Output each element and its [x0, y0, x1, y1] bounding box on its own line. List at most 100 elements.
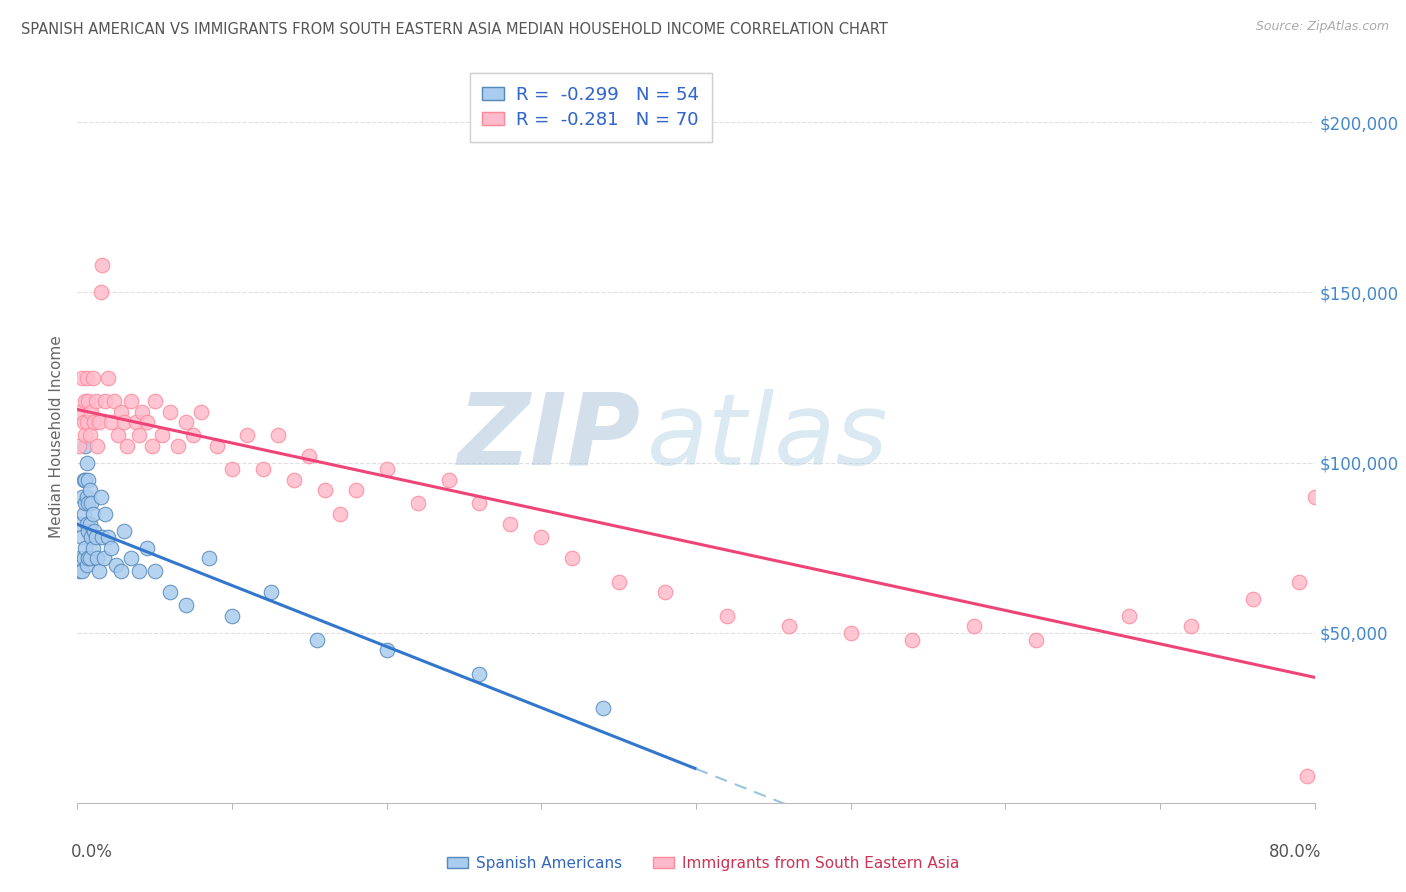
Point — [143, 394, 166, 409]
Point — [125, 415, 148, 429]
Point — [1118, 608, 1140, 623]
Point — [75, 394, 96, 409]
Point — [1296, 768, 1319, 782]
Point — [107, 428, 129, 442]
Point — [110, 565, 132, 579]
Point — [67, 565, 90, 579]
Point — [75, 428, 96, 442]
Point — [80, 496, 103, 510]
Point — [221, 608, 243, 623]
Text: 0.0%: 0.0% — [72, 843, 112, 861]
Point — [205, 439, 228, 453]
Point — [314, 483, 336, 497]
Point — [91, 531, 114, 545]
Point — [67, 439, 90, 453]
Point — [86, 439, 108, 453]
Point — [97, 370, 120, 384]
Point — [592, 700, 614, 714]
Point — [159, 404, 181, 418]
Point — [252, 462, 274, 476]
Point — [778, 619, 800, 633]
Point — [183, 428, 205, 442]
Point — [79, 516, 101, 531]
Point — [75, 473, 96, 487]
Point — [87, 565, 110, 579]
Point — [70, 490, 93, 504]
Point — [77, 394, 100, 409]
Point — [79, 550, 101, 565]
Point — [76, 370, 98, 384]
Point — [128, 428, 150, 442]
Point — [105, 558, 128, 572]
Point — [77, 524, 100, 538]
Point — [344, 483, 367, 497]
Point — [77, 496, 100, 510]
Point — [468, 496, 491, 510]
Text: atlas: atlas — [647, 389, 889, 485]
Point — [121, 394, 143, 409]
Point — [80, 531, 103, 545]
Point — [87, 415, 110, 429]
Text: SPANISH AMERICAN VS IMMIGRANTS FROM SOUTH EASTERN ASIA MEDIAN HOUSEHOLD INCOME C: SPANISH AMERICAN VS IMMIGRANTS FROM SOUT… — [21, 22, 889, 37]
Point — [84, 394, 107, 409]
Text: 80.0%: 80.0% — [1268, 843, 1320, 861]
Point — [70, 565, 93, 579]
Legend: R =  -0.299   N = 54, R =  -0.281   N = 70: R = -0.299 N = 54, R = -0.281 N = 70 — [470, 73, 711, 142]
Point — [79, 483, 101, 497]
Point — [76, 415, 98, 429]
Text: Source: ZipAtlas.com: Source: ZipAtlas.com — [1256, 20, 1389, 33]
Point — [100, 415, 122, 429]
Point — [499, 516, 522, 531]
Text: ZIP: ZIP — [457, 389, 640, 485]
Point — [131, 404, 153, 418]
Point — [136, 415, 159, 429]
Point — [236, 428, 259, 442]
Point — [406, 496, 429, 510]
Point — [84, 531, 107, 545]
Point — [77, 473, 100, 487]
Point — [174, 599, 197, 613]
Point — [93, 550, 115, 565]
Point — [437, 473, 460, 487]
Point — [70, 370, 93, 384]
Point — [1241, 591, 1264, 606]
Point — [1288, 574, 1310, 589]
Point — [91, 258, 114, 272]
Point — [260, 585, 283, 599]
Point — [94, 394, 117, 409]
Point — [72, 473, 94, 487]
Point — [82, 541, 104, 555]
Point — [90, 285, 112, 300]
Point — [76, 456, 98, 470]
Point — [72, 550, 94, 565]
Point — [97, 531, 120, 545]
Point — [110, 404, 132, 418]
Point — [75, 541, 96, 555]
Point — [75, 496, 96, 510]
Point — [607, 574, 630, 589]
Point — [70, 531, 93, 545]
Point — [115, 439, 138, 453]
Point — [77, 550, 100, 565]
Point — [86, 550, 108, 565]
Point — [121, 550, 143, 565]
Point — [190, 404, 212, 418]
Point — [221, 462, 243, 476]
Point — [198, 550, 221, 565]
Point — [716, 608, 738, 623]
Point — [75, 439, 96, 453]
Point — [100, 541, 122, 555]
Point — [69, 550, 91, 565]
Point — [141, 439, 163, 453]
Point — [298, 449, 321, 463]
Point — [90, 490, 112, 504]
Point — [80, 404, 103, 418]
Point — [69, 404, 91, 418]
Point — [561, 550, 583, 565]
Point — [69, 516, 91, 531]
Point — [83, 415, 105, 429]
Point — [468, 666, 491, 681]
Point — [307, 632, 329, 647]
Point — [83, 524, 105, 538]
Point — [79, 428, 101, 442]
